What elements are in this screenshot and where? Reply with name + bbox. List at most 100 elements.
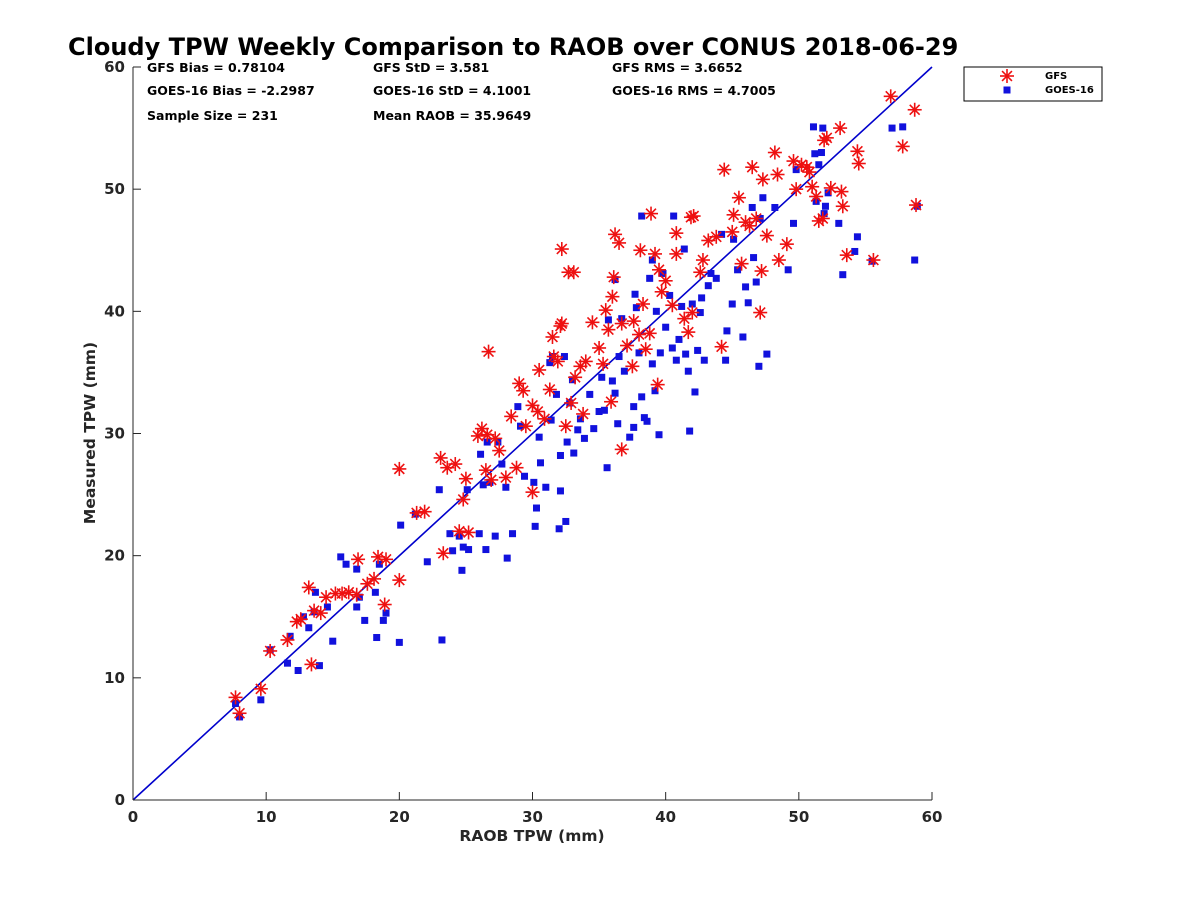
goes16-point [853,233,861,241]
goes16-point [728,300,736,308]
goes16-point [672,356,680,364]
goes16-point [632,304,640,312]
gfs-point [802,165,817,180]
gfs-point [550,354,565,369]
gfs-point [709,229,724,244]
goes16-point [397,521,405,529]
gfs-point [665,298,680,313]
gfs-point [851,156,866,171]
goes16-point [851,247,859,255]
goes16-point [742,283,750,291]
gfs-point [417,504,432,519]
gfs-point [367,571,382,586]
gfs-point [448,457,463,472]
gfs-point [714,339,729,354]
goes16-point [698,294,706,302]
goes16-point [648,256,656,264]
legend-gfs-label: GFS [1045,71,1067,82]
gfs-point [734,256,749,271]
x-axis-label: RAOB TPW (mm) [459,827,604,845]
goes16-point [668,344,676,352]
gfs-point [695,253,710,268]
goes16-point [477,450,485,458]
goes16-point [542,483,550,491]
goes16-point [686,427,694,435]
x-tick-label: 60 [922,808,943,826]
gfs-point [833,121,848,136]
goes16-point [576,415,584,423]
goes16-point [835,219,843,227]
goes16-point [638,393,646,401]
goes16-point [535,433,543,441]
gfs-point [592,340,607,355]
stat-gfs-rms: GFS RMS = 3.6652 [612,60,743,75]
gfs-point [307,603,322,618]
gfs-point [648,246,663,261]
gfs-point [481,344,496,359]
goes16-point [483,438,491,446]
legend-goes-label: GOES-16 [1045,85,1094,96]
goes16-point [503,554,511,562]
gfs-point [484,472,499,487]
gfs-point [605,289,620,304]
goes16-point [704,282,712,290]
goes16-point [755,362,763,370]
gfs-point [392,461,407,476]
gfs-point [313,606,328,621]
goes16-point [611,389,619,397]
goes16-point [635,349,643,357]
goes16-point [696,309,704,317]
goes16-point [342,560,350,568]
goes16-point [509,530,517,538]
goes16-point [790,219,798,227]
gfs-point [509,460,524,475]
goes16-point [675,335,683,343]
goes16-point [555,525,563,533]
gfs-point [669,226,684,241]
stat-sample-size: Sample Size = 231 [147,108,278,123]
goes16-point [678,302,686,310]
goes16-point [630,403,638,411]
goes16-point [739,333,747,341]
goes16-point [691,388,699,396]
gfs-point [498,470,513,485]
gfs-point [749,211,764,226]
goes16-point [700,356,708,364]
gfs-point [371,549,386,564]
goes16-point [574,426,582,434]
gfs-point [545,329,560,344]
goes16-point [631,290,639,298]
goes16-point [580,434,588,442]
goes16-point [379,616,387,624]
gfs-point [461,525,476,540]
stat-goes-std: GOES-16 StD = 4.1001 [373,83,531,98]
goes16-point [395,638,403,646]
gfs-point [686,209,701,224]
gfs-point [620,338,635,353]
goes16-point [361,616,369,624]
axes: 0 10 20 30 40 50 60 0 10 20 30 40 50 60 [104,58,942,826]
gfs-point [815,211,830,226]
goes16-point [643,417,651,425]
gfs-point [452,524,467,539]
y-tick-label: 50 [104,180,125,198]
goes16-point [556,487,564,495]
gfs-point [253,681,268,696]
goes16-point [820,210,828,218]
goes16-point [353,565,361,573]
goes16-point [530,478,538,486]
gfs-point [811,213,826,228]
gfs-point [759,228,774,243]
gfs-point [542,382,557,397]
gfs-point [883,89,898,104]
y-tick-label: 40 [104,302,125,320]
gfs-point [554,242,569,257]
gfs-point [731,190,746,205]
gfs-point [654,284,669,299]
gfs-point [909,198,924,213]
y-tick-label: 60 [104,58,125,76]
goes16-point [446,530,454,538]
goes16-point [620,367,628,375]
goes16-point [337,553,345,561]
x-tick-label: 30 [522,808,543,826]
